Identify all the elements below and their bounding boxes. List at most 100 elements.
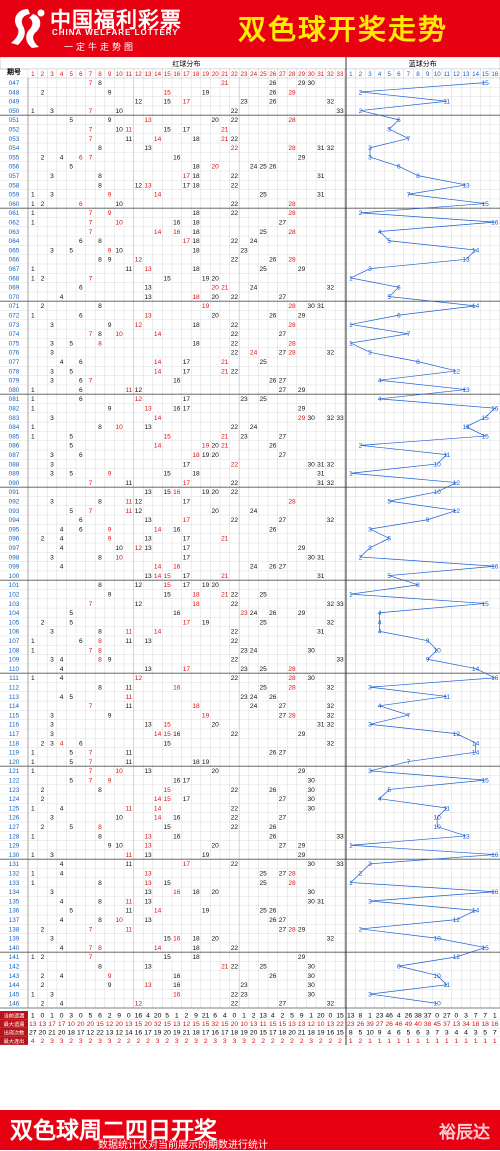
- blue-ball-number: 16: [491, 889, 499, 896]
- stat-red-value: 17: [221, 1030, 229, 1037]
- red-ball-number: 18: [192, 164, 200, 171]
- issue-number: 060: [9, 201, 20, 208]
- red-ball-number: 11: [125, 684, 132, 691]
- blue-ball-number: 16: [491, 852, 499, 859]
- red-ball-number: 10: [116, 126, 124, 133]
- red-ball-number: 26: [269, 787, 277, 794]
- stat-red-value: 2: [281, 1013, 285, 1020]
- issue-number: 125: [9, 805, 20, 812]
- red-ball-number: 20: [212, 489, 220, 496]
- red-ball-number: 3: [50, 889, 54, 896]
- blue-header-number: 12: [453, 71, 460, 78]
- red-ball-number: 17: [183, 238, 191, 245]
- red-ball-number: 23: [240, 99, 248, 106]
- red-ball-number: 9: [108, 471, 112, 478]
- stat-red-value: 13: [173, 1021, 181, 1028]
- blue-ball-number: 10: [434, 489, 442, 496]
- stat-red-value: 20: [250, 1030, 258, 1037]
- red-ball-number: 8: [98, 173, 102, 180]
- red-ball-number: 28: [288, 684, 296, 691]
- red-ball-number: 28: [288, 257, 296, 264]
- stat-blue-value: 26: [405, 1013, 413, 1020]
- red-ball-number: 11: [125, 498, 132, 505]
- red-ball-number: 2: [41, 536, 45, 543]
- red-ball-number: 25: [260, 164, 268, 171]
- blue-ball-number: 15: [482, 433, 490, 440]
- red-header-number: 22: [231, 71, 238, 78]
- red-header-number: 31: [317, 71, 324, 78]
- blue-ball-number: 3: [368, 545, 372, 552]
- red-ball-number: 7: [89, 508, 93, 515]
- red-ball-number: 1: [31, 266, 35, 273]
- blue-ball-number: 5: [387, 498, 391, 505]
- stat-blue-value: 3: [445, 1030, 449, 1037]
- red-ball-number: 27: [279, 331, 287, 338]
- red-ball-number: 9: [108, 257, 112, 264]
- red-ball-number: 17: [183, 480, 191, 487]
- red-ball-number: 12: [135, 1001, 143, 1008]
- stat-blue-value: 2: [359, 1038, 363, 1045]
- red-ball-number: 8: [98, 963, 102, 970]
- red-ball-number: 28: [288, 712, 296, 719]
- red-ball-number: 2: [41, 303, 45, 310]
- red-ball-number: 15: [164, 740, 172, 747]
- stat-blue-value: 13: [453, 1021, 461, 1028]
- issue-number: 110: [9, 666, 20, 673]
- red-ball-number: 28: [288, 322, 296, 329]
- blue-ball-number: 6: [397, 164, 401, 171]
- red-ball-number: 22: [231, 350, 239, 357]
- red-ball-number: 3: [50, 322, 54, 329]
- header-banner: 中国福利彩票 CHINA WELFARE LOTTERY 一定牛走势图 双色球开…: [0, 0, 500, 57]
- red-ball-number: 8: [98, 582, 102, 589]
- red-ball-number: 15: [164, 591, 172, 598]
- logo-chinese-name: 中国福利彩票: [50, 9, 182, 32]
- blue-ball-number: 11: [443, 694, 450, 701]
- issue-number: 115: [9, 712, 20, 719]
- red-ball-number: 7: [89, 759, 93, 766]
- red-ball-number: 13: [144, 768, 152, 775]
- red-ball-number: 10: [116, 917, 124, 924]
- blue-ball-number: 6: [397, 117, 401, 124]
- blue-header-number: 2: [359, 71, 363, 78]
- red-ball-number: 2: [41, 954, 45, 961]
- red-ball-number: 8: [98, 647, 102, 654]
- stat-red-value: 19: [240, 1030, 248, 1037]
- red-ball-number: 8: [98, 629, 102, 636]
- red-ball-number: 17: [183, 359, 191, 366]
- red-ball-number: 26: [269, 973, 277, 980]
- red-ball-number: 3: [50, 852, 54, 859]
- blue-ball-number: 2: [359, 554, 363, 561]
- blue-ball-number: 7: [407, 192, 411, 199]
- red-ball-number: 17: [183, 182, 191, 189]
- issue-number: 126: [9, 815, 20, 822]
- red-ball-number: 26: [269, 694, 277, 701]
- stat-blue-value: 6: [397, 1030, 401, 1037]
- red-header-number: 30: [308, 71, 315, 78]
- red-ball-number: 8: [98, 684, 102, 691]
- stat-blue-value: 1: [349, 1038, 353, 1045]
- stat-blue-value: 13: [347, 1013, 355, 1020]
- red-ball-number: 15: [164, 89, 172, 96]
- red-ball-number: 7: [89, 219, 93, 226]
- blue-ball-number: 4: [378, 629, 382, 636]
- red-header-number: 11: [126, 71, 133, 78]
- red-ball-number: 8: [98, 945, 102, 952]
- red-ball-number: 30: [308, 898, 316, 905]
- red-ball-number: 31: [317, 480, 325, 487]
- issue-number: 138: [9, 926, 20, 933]
- red-ball-number: 25: [260, 880, 268, 887]
- red-ball-number: 8: [98, 638, 102, 645]
- red-ball-number: 33: [336, 415, 344, 422]
- red-ball-number: 3: [50, 471, 54, 478]
- red-ball-number: 33: [336, 833, 344, 840]
- red-ball-number: 3: [50, 108, 54, 115]
- footer-note: 数据统计仅对当前展示的期数进行统计: [98, 1140, 268, 1151]
- red-ball-number: 22: [231, 731, 239, 738]
- red-ball-number: 22: [231, 173, 239, 180]
- red-ball-number: 4: [60, 657, 64, 664]
- red-ball-number: 28: [288, 926, 296, 933]
- issue-number: 127: [9, 824, 20, 831]
- red-ball-number: 14: [154, 629, 162, 636]
- red-ball-number: 3: [50, 378, 54, 385]
- stat-blue-value: 0: [435, 1013, 439, 1020]
